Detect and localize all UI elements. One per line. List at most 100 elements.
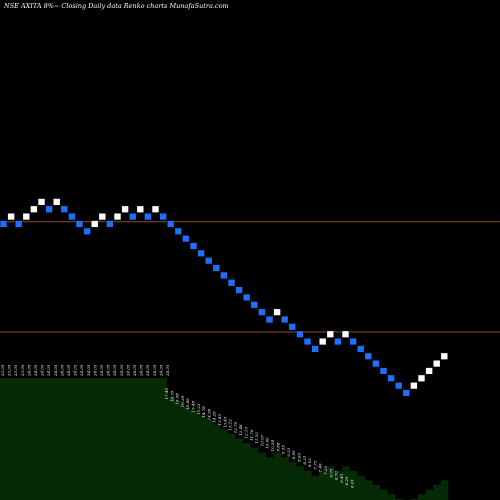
lower-price-label: 12.79 <box>233 421 238 433</box>
lower-price-label: 11.76 <box>249 429 254 441</box>
lower-price-label: 9.88 <box>275 442 280 451</box>
renko-brick-up <box>326 330 335 338</box>
date-label: 24.05 <box>125 364 130 377</box>
lower-price-label: 12.15 <box>244 427 249 439</box>
lower-price-label: 6.45 <box>339 473 344 482</box>
renko-bricks <box>0 198 449 397</box>
renko-brick-up <box>273 308 281 316</box>
renko-brick-down <box>334 337 342 346</box>
date-label: 24.05 <box>119 364 124 377</box>
lower-price-label: 14.78 <box>201 406 206 418</box>
renko-brick-up <box>7 212 15 221</box>
renko-brick-up <box>432 359 441 368</box>
renko-brick-up <box>417 374 426 382</box>
lower-area-fill <box>0 378 449 500</box>
renko-brick-down <box>387 374 395 382</box>
renko-brick-up <box>440 352 449 360</box>
date-label: 24.05 <box>59 364 64 377</box>
date-label: 24.05 <box>139 364 144 377</box>
renko-brick-down <box>197 249 205 258</box>
renko-brick-down <box>14 220 23 228</box>
lower-price-label: 8.31 <box>302 456 307 465</box>
renko-brick-down <box>296 330 304 338</box>
lower-price-label: 15.89 <box>185 398 190 410</box>
renko-brick-down <box>220 271 228 280</box>
renko-brick-down <box>280 315 289 324</box>
renko-brick-down <box>106 220 114 228</box>
lower-price-label: 10.60 <box>265 437 270 449</box>
date-label: 24.05 <box>86 364 91 377</box>
renko-brick-down <box>235 286 243 294</box>
lower-price-label: 6.95 <box>328 468 333 477</box>
lower-price-label: 8.02 <box>307 458 312 467</box>
date-label: 24.05 <box>73 364 78 377</box>
renko-brick-down <box>128 212 137 221</box>
renko-brick-down <box>265 315 274 324</box>
lower-price-label: 8.95 <box>291 450 296 459</box>
renko-brick-up <box>52 198 61 206</box>
lower-price-label: 9.23 <box>286 447 291 456</box>
renko-brick-up <box>136 205 145 213</box>
renko-brick-down <box>364 352 373 360</box>
lower-price-label: 15.23 <box>196 403 201 415</box>
date-label: 24.05 <box>53 364 58 377</box>
date-label: 24.05 <box>152 364 157 377</box>
lower-price-label: 6.01 <box>350 479 355 488</box>
date-label: 24.05 <box>66 364 71 377</box>
lower-price-label: 7.46 <box>318 463 323 472</box>
renko-brick-up <box>37 198 46 206</box>
lower-price-label: 10.24 <box>270 440 275 452</box>
date-label: 23.05 <box>7 364 12 377</box>
renko-brick-up <box>341 330 350 338</box>
lower-price-label: 6.25 <box>344 476 349 485</box>
lower-price-labels: 17.45 16.79 16.58 16.39 15.89 15.48 15.23 14.78… <box>164 388 355 488</box>
renko-brick-down <box>402 389 411 397</box>
renko-brick-down <box>83 227 91 235</box>
renko-brick-down <box>372 359 380 368</box>
renko-brick-down <box>68 212 76 221</box>
lower-price-label: 7.75 <box>312 460 317 469</box>
renko-brick-down <box>258 308 266 316</box>
renko-brick-down <box>166 220 175 228</box>
reference-lines <box>0 221 500 333</box>
renko-brick-down <box>394 381 403 390</box>
date-label: 24.05 <box>26 364 31 377</box>
renko-brick-up <box>98 212 107 221</box>
lower-price-label: 9.55 <box>281 445 286 454</box>
lower-price-label: 12.48 <box>238 424 243 436</box>
date-label: 24.05 <box>46 364 51 377</box>
lower-price-label: 7.20 <box>323 466 328 475</box>
renko-brick-up <box>113 212 122 221</box>
lower-price-label: 11.35 <box>254 432 259 444</box>
renko-brick-up <box>22 212 31 221</box>
date-label: 24.05 <box>145 364 150 377</box>
lower-price-label: 13.85 <box>217 414 222 426</box>
renko-brick-down <box>212 264 221 272</box>
date-label: 24.05 <box>158 364 163 377</box>
lower-panel <box>0 378 449 500</box>
renko-brick-up <box>318 337 327 346</box>
lower-price-label: 17.45 <box>164 388 169 400</box>
renko-brick-down <box>242 293 251 302</box>
renko-brick-up <box>30 205 38 213</box>
date-label: 24.05 <box>40 364 45 377</box>
date-label: 23.05 <box>0 364 5 377</box>
date-labels: 23.05 23.05 23.05 23.05 24.05 24.05 24.05 24.05… <box>0 364 170 377</box>
renko-brick-down <box>174 227 183 235</box>
renko-brick-down <box>182 234 190 243</box>
renko-brick-down <box>379 367 388 375</box>
date-label: 23.05 <box>20 364 25 377</box>
lower-price-label: 8.60 <box>297 453 302 462</box>
renko-brick-down <box>356 345 365 353</box>
date-label: 23.05 <box>13 364 18 377</box>
renko-brick-up <box>90 220 99 228</box>
renko-brick-up <box>151 205 160 213</box>
renko-brick-down <box>45 205 53 213</box>
renko-brick-down <box>204 256 213 265</box>
date-label: 24.05 <box>92 364 97 377</box>
renko-brick-down <box>227 279 236 287</box>
lower-price-label: 14.29 <box>212 411 217 423</box>
renko-brick-down <box>288 323 297 331</box>
renko-brick-up <box>121 205 129 213</box>
